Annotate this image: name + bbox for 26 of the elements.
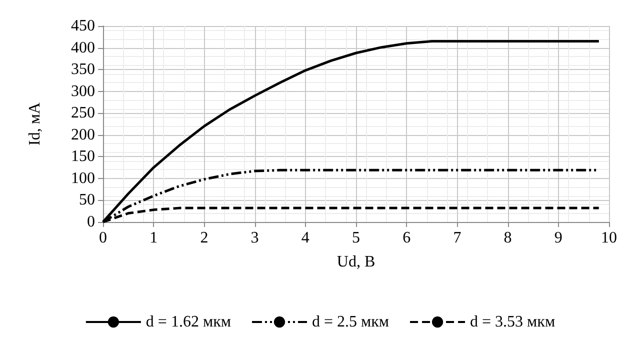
y-tick-label: 200 — [71, 126, 95, 144]
y-tick-label: 50 — [79, 192, 95, 209]
y-tick-label: 100 — [71, 170, 95, 187]
x-tick-label: 4 — [301, 230, 310, 246]
x-tick-label: 8 — [504, 230, 512, 246]
x-tick-label: 6 — [402, 230, 411, 246]
y-tick-label: 150 — [71, 148, 95, 166]
y-tick-label: 400 — [71, 39, 95, 56]
x-axis-title: Ud, В — [336, 254, 376, 270]
x-tick-label: 3 — [250, 230, 259, 246]
x-tick-label: 10 — [601, 230, 617, 246]
y-tick-label: 450 — [71, 18, 95, 34]
legend-label: d = 2.5 мкм — [312, 314, 390, 330]
y-axis-title: Id, мА — [26, 102, 44, 146]
x-tick-label: 2 — [200, 230, 208, 246]
x-tick-label: 9 — [554, 230, 562, 246]
x-tick-label: 5 — [352, 230, 360, 246]
legend-label: d = 1.62 мкм — [146, 314, 231, 330]
y-tick-label: 300 — [71, 82, 95, 100]
legend-label: d = 3.53 мкм — [470, 314, 556, 330]
x-tick-label: 1 — [150, 230, 158, 246]
y-tick-label: 350 — [71, 61, 95, 78]
y-tick-label: 250 — [71, 104, 95, 122]
y-tick-label: 0 — [87, 214, 95, 230]
x-tick-label: 0 — [99, 230, 107, 246]
x-tick-label: 7 — [453, 230, 462, 246]
